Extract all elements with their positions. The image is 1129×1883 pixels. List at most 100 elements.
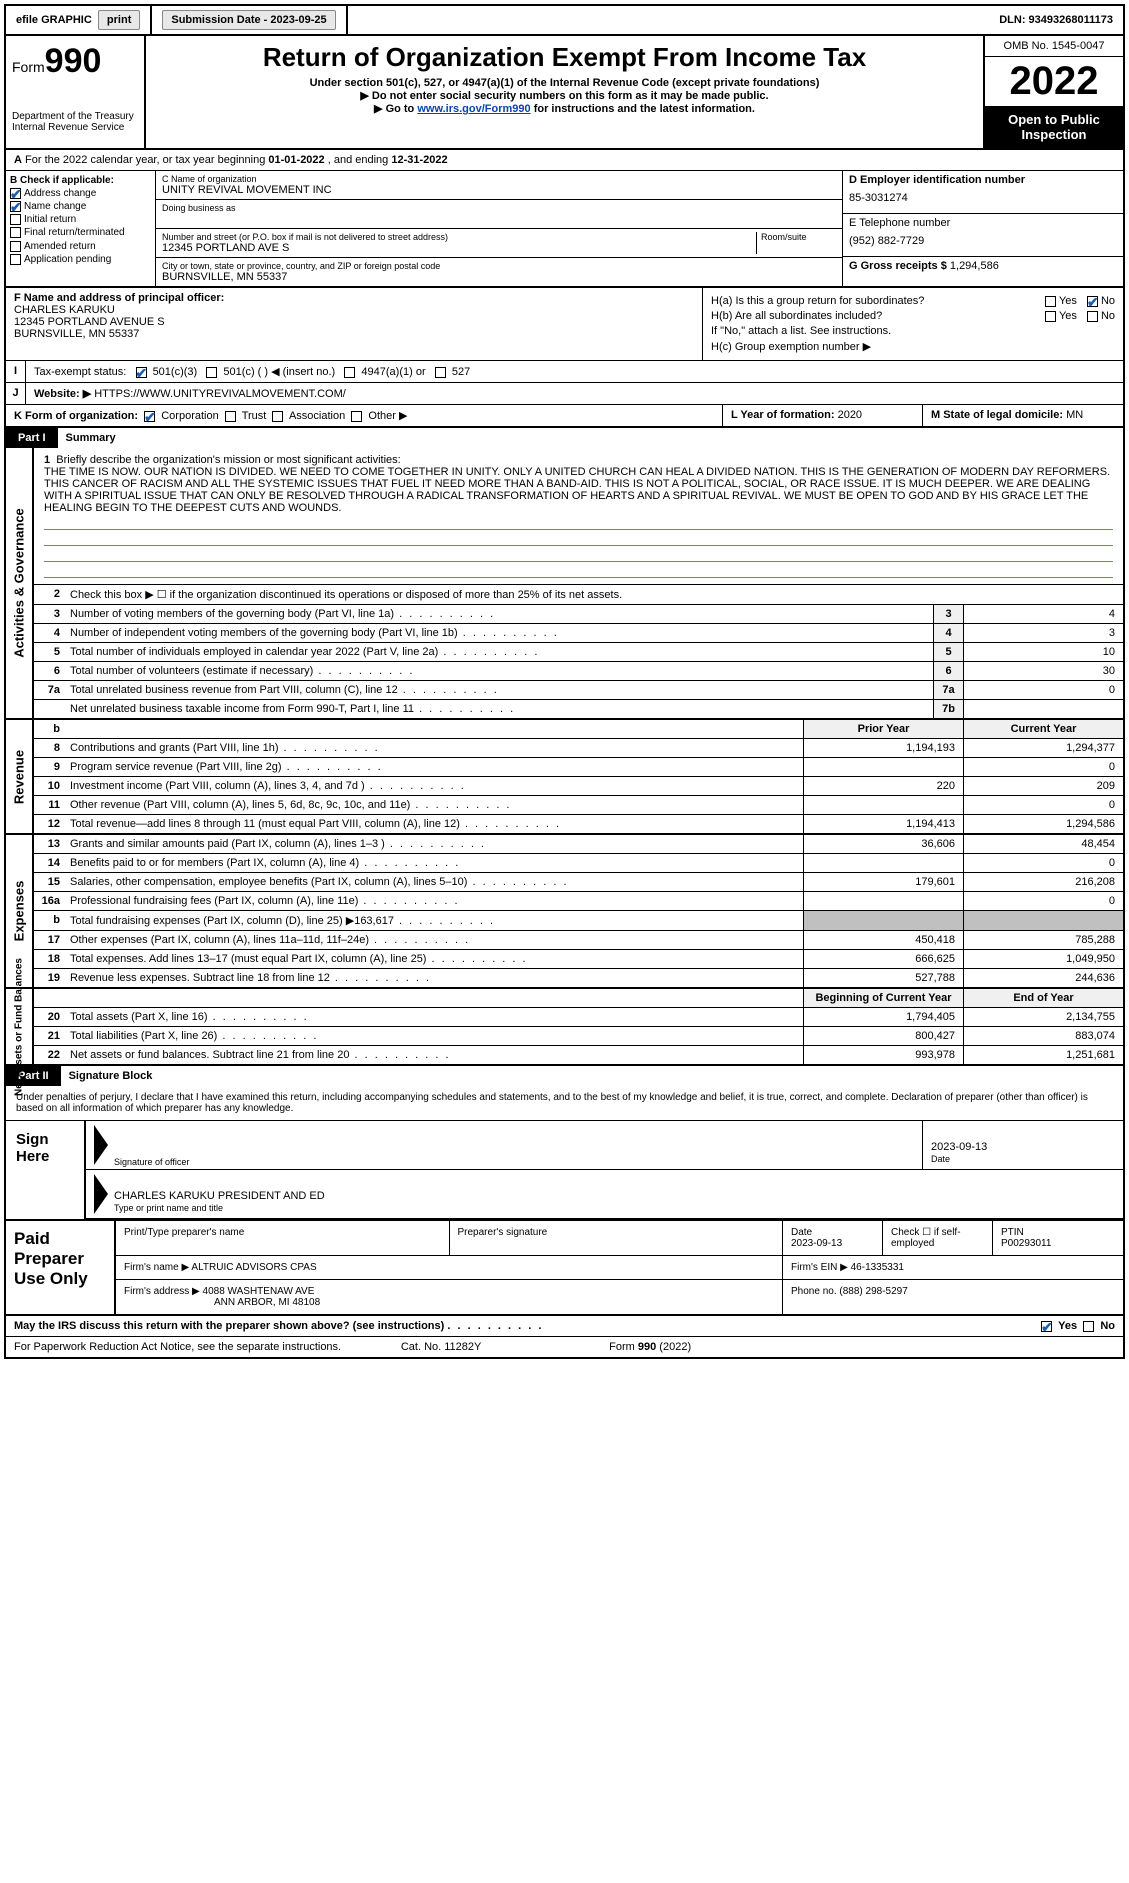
chk-amended-return[interactable]: Amended return [10, 241, 151, 252]
chk-527[interactable] [435, 367, 446, 378]
table-row: 17Other expenses (Part IX, column (A), l… [34, 931, 1123, 950]
vtab-ag: Activities & Governance [12, 508, 27, 658]
efile-label: efile GRAPHIC print [6, 6, 152, 34]
subtitle-1: Under section 501(c), 527, or 4947(a)(1)… [156, 77, 973, 89]
vtab-revenue: Revenue [12, 749, 27, 803]
footer-row: For Paperwork Reduction Act Notice, see … [6, 1336, 1123, 1357]
d-ein-label: D Employer identification number [849, 174, 1117, 186]
block-fh: F Name and address of principal officer:… [6, 288, 1123, 361]
discuss-yesno[interactable]: Yes No [1041, 1320, 1115, 1332]
sig-date: 2023-09-13Date [923, 1121, 1123, 1169]
prep-self-emp[interactable]: Check ☐ if self-employed [883, 1221, 993, 1255]
subtitle-2: ▶ Do not enter social security numbers o… [156, 89, 973, 102]
line-1-mission: 1 Briefly describe the organization's mi… [34, 448, 1123, 585]
f-name: CHARLES KARUKU [14, 304, 694, 316]
submission-date: Submission Date - 2023-09-25 [152, 6, 347, 34]
g-gross-label: G Gross receipts $ [849, 260, 947, 272]
j-label: Website: ▶ [34, 388, 91, 400]
dba-label: Doing business as [162, 203, 836, 213]
chk-other[interactable] [351, 411, 362, 422]
section-activities-governance: Activities & Governance 1 Briefly descri… [6, 448, 1123, 720]
rev-col-headers: b Prior Year Current Year [34, 720, 1123, 739]
addr-label: Number and street (or P.O. box if mail i… [162, 232, 756, 242]
prep-ptin: PTINP00293011 [993, 1221, 1123, 1255]
hb2-label: If "No," attach a list. See instructions… [711, 325, 1115, 337]
hb-label: H(b) Are all subordinates included? [711, 310, 1035, 322]
g-gross: 1,294,586 [950, 260, 999, 272]
sign-here-label: Sign Here [6, 1121, 86, 1219]
section-expenses: Expenses 13Grants and similar amounts pa… [6, 835, 1123, 989]
firm-phone: Phone no. (888) 298-5297 [783, 1280, 1123, 1314]
d-ein: 85-3031274 [849, 186, 1117, 210]
ha-yesno[interactable]: YesNo [1035, 295, 1115, 307]
table-row: 18Total expenses. Add lines 13–17 (must … [34, 950, 1123, 969]
irs-label: Internal Revenue Service [12, 122, 138, 133]
form-header: Form990 Department of the Treasury Inter… [6, 36, 1123, 150]
table-row: 20Total assets (Part X, line 16)1,794,40… [34, 1008, 1123, 1027]
mission-text: THE TIME IS NOW. OUR NATION IS DIVIDED. … [44, 466, 1110, 514]
chk-corp[interactable] [144, 411, 155, 422]
chk-501c[interactable] [206, 367, 217, 378]
part1-header: Part I Summary [6, 428, 1123, 448]
chk-address-change[interactable]: Address change [10, 188, 151, 199]
m-state: MN [1066, 409, 1083, 421]
chk-application-pending[interactable]: Application pending [10, 254, 151, 265]
prep-name-hdr: Print/Type preparer's name [116, 1221, 450, 1255]
e-phone-label: E Telephone number [849, 217, 1117, 229]
col-deg: D Employer identification number85-30312… [843, 171, 1123, 286]
table-row: Net unrelated business taxable income fr… [34, 700, 1123, 718]
chk-4947[interactable] [344, 367, 355, 378]
col-c-org: C Name of organizationUNITY REVIVAL MOVE… [156, 171, 843, 286]
hb-yesno[interactable]: YesNo [1035, 310, 1115, 322]
sig-intro: Under penalties of perjury, I declare th… [6, 1086, 1123, 1121]
section-net-assets: Net Assets or Fund Balances Beginning of… [6, 989, 1123, 1066]
table-row: 3Number of voting members of the governi… [34, 605, 1123, 624]
section-revenue: Revenue b Prior Year Current Year 8Contr… [6, 720, 1123, 835]
table-row: 13Grants and similar amounts paid (Part … [34, 835, 1123, 854]
website-url[interactable]: HTTPS://WWW.UNITYREVIVALMOVEMENT.COM/ [94, 388, 346, 400]
e-phone: (952) 882-7729 [849, 229, 1117, 253]
l-label: L Year of formation: [731, 409, 835, 421]
f-addr1: 12345 PORTLAND AVENUE S [14, 316, 694, 328]
b-label: B Check if applicable: [10, 175, 151, 186]
officer-signature[interactable]: Signature of officer [106, 1121, 923, 1169]
l-year: 2020 [838, 409, 862, 421]
chk-name-change[interactable]: Name change [10, 201, 151, 212]
firm-name: Firm's name ▶ ALTRUIC ADVISORS CPAS [116, 1256, 783, 1279]
prep-sig-hdr: Preparer's signature [450, 1221, 784, 1255]
vtab-netassets: Net Assets or Fund Balances [14, 957, 25, 1095]
row-j-website: J Website: ▶ HTTPS://WWW.UNITYREVIVALMOV… [6, 383, 1123, 405]
print-button[interactable]: print [98, 10, 140, 30]
table-row: 16aProfessional fundraising fees (Part I… [34, 892, 1123, 911]
line-2: 2Check this box ▶ ☐ if the organization … [34, 585, 1123, 605]
k-label: K Form of organization: [14, 410, 138, 422]
chk-final-return[interactable]: Final return/terminated [10, 227, 151, 238]
table-row: 8Contributions and grants (Part VIII, li… [34, 739, 1123, 758]
table-row: 6Total number of volunteers (estimate if… [34, 662, 1123, 681]
table-row: 4Number of independent voting members of… [34, 624, 1123, 643]
cat-no: Cat. No. 11282Y [341, 1341, 541, 1353]
chk-initial-return[interactable]: Initial return [10, 214, 151, 225]
subtitle-3: ▶ Go to www.irs.gov/Form990 for instruct… [156, 102, 973, 115]
irs-link[interactable]: www.irs.gov/Form990 [417, 103, 530, 115]
firm-addr: Firm's address ▶ 4088 WASHTENAW AVEANN A… [116, 1280, 783, 1314]
row-a-period: A For the 2022 calendar year, or tax yea… [6, 150, 1123, 171]
open-public: Open to Public Inspection [985, 106, 1123, 148]
chk-trust[interactable] [225, 411, 236, 422]
signature-block: Under penalties of perjury, I declare th… [6, 1086, 1123, 1221]
city-label: City or town, state or province, country… [162, 261, 836, 271]
table-row: 19Revenue less expenses. Subtract line 1… [34, 969, 1123, 987]
omb-number: OMB No. 1545-0047 [985, 36, 1123, 57]
table-row: 7aTotal unrelated business revenue from … [34, 681, 1123, 700]
vtab-expenses: Expenses [12, 881, 27, 942]
table-row: 10Investment income (Part VIII, column (… [34, 777, 1123, 796]
part2-header: Part II Signature Block [6, 1066, 1123, 1086]
chk-501c3[interactable] [136, 367, 147, 378]
form-page: efile GRAPHIC print Submission Date - 20… [4, 4, 1125, 1359]
officer-name: CHARLES KARUKU PRESIDENT AND EDType or p… [106, 1170, 1123, 1218]
table-row: 5Total number of individuals employed in… [34, 643, 1123, 662]
tax-year: 2022 [985, 57, 1123, 106]
org-name: UNITY REVIVAL MOVEMENT INC [162, 184, 836, 196]
chk-assoc[interactable] [272, 411, 283, 422]
f-label: F Name and address of principal officer: [14, 292, 694, 304]
